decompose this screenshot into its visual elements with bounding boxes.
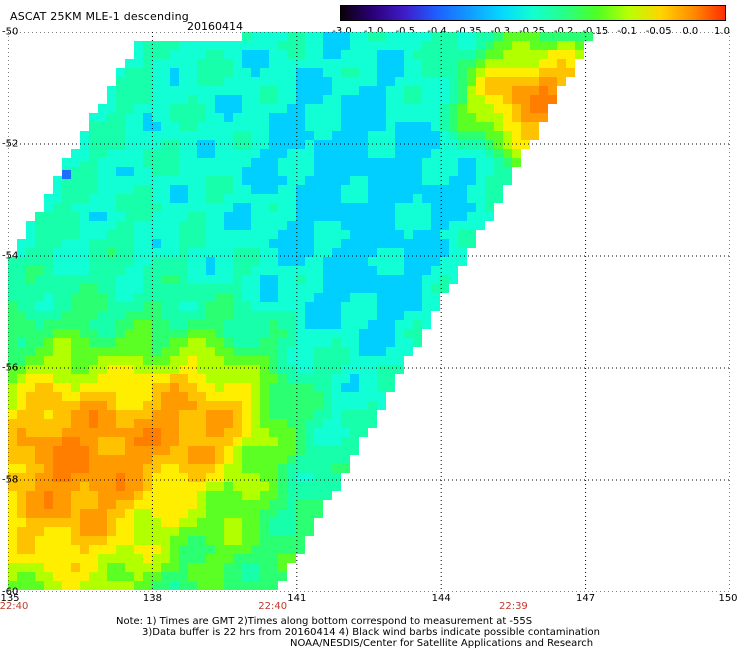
latitude-label: -50 [2, 26, 19, 38]
colorbar-tick: -3.0 [332, 26, 352, 37]
time-label: 22:39 [498, 601, 528, 612]
longitude-label: 135 [0, 593, 20, 604]
note-line-3: NOAA/NESDIS/Center for Satellite Applica… [290, 638, 594, 649]
latitude-label: -54 [2, 250, 19, 262]
swath-map [8, 32, 730, 592]
date-label: 20160414 [187, 20, 243, 33]
latitude-label: -52 [2, 138, 19, 150]
latitude-label: -56 [2, 362, 19, 374]
note-line-2: 3)Data buffer is 22 hrs from 20160414 4)… [142, 627, 600, 638]
colorbar-tick: -1.0 [363, 26, 384, 37]
colorbar-tick: -0.5 [395, 26, 416, 37]
colorbar-tick: -0.1 [617, 26, 637, 37]
longitude-label: 141 [287, 593, 307, 604]
colorbar [340, 5, 726, 21]
colorbar-tick: 1.0 [714, 26, 730, 37]
latitude-label: -60 [2, 586, 19, 598]
chart-title: ASCAT 25KM MLE-1 descending [10, 10, 189, 23]
time-label: 22:40 [0, 601, 29, 612]
note-line-1: Note: 1) Times are GMT 2)Times along bot… [116, 616, 533, 627]
latitude-label: -58 [2, 474, 19, 486]
longitude-label: 150 [718, 593, 738, 604]
colorbar-tick: -0.05 [645, 26, 672, 37]
colorbar-tick: -0.2 [553, 26, 574, 37]
colorbar-tick: 0.0 [682, 26, 699, 37]
longitude-label: 147 [576, 593, 596, 604]
longitude-label: 138 [142, 593, 162, 604]
longitude-label: 144 [431, 593, 451, 604]
time-label: 22:40 [258, 601, 288, 612]
colorbar-tick: -0.15 [582, 26, 609, 37]
